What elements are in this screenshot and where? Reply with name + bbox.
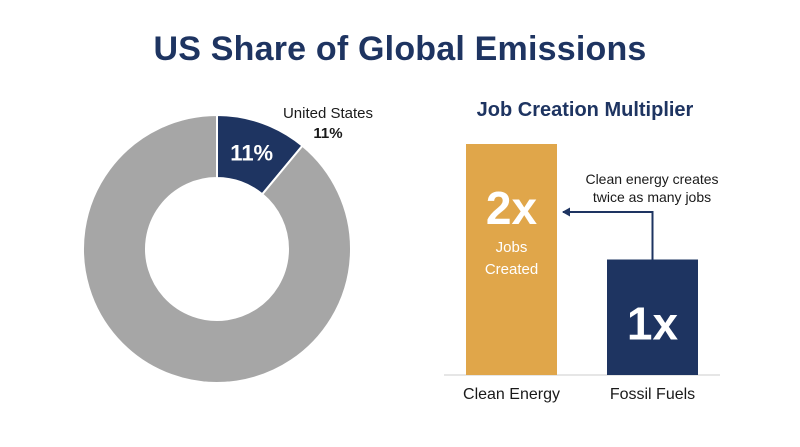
bar-value-label: 1x — [627, 297, 679, 349]
bar-value-label: 2x — [486, 182, 538, 234]
donut-chart: 11% United States 11% — [82, 105, 373, 384]
bar-0 — [466, 144, 557, 375]
callout-name: United States — [283, 105, 373, 122]
bar-chart: Job Creation Multiplier 2x Jobs Created Clea… — [444, 99, 720, 403]
bar-1 — [607, 259, 698, 375]
bar-chart-title: Job Creation Multiplier — [477, 99, 694, 121]
bar-sublabel: Jobs — [496, 239, 528, 256]
donut-slice-label: 11% — [230, 141, 273, 166]
bar-sublabel: Created — [485, 261, 538, 278]
x-tick-label: Clean Energy — [463, 386, 560, 403]
annotation-text: twice as many jobs — [593, 189, 711, 205]
annotation-arrow — [562, 207, 654, 260]
callout-value: 11% — [313, 125, 342, 142]
donut-slice-1 — [82, 113, 352, 384]
x-tick-label: Fossil Fuels — [610, 386, 695, 403]
page-title: US Share of Global Emissions — [153, 30, 647, 68]
annotation-text: Clean energy creates — [585, 171, 718, 187]
